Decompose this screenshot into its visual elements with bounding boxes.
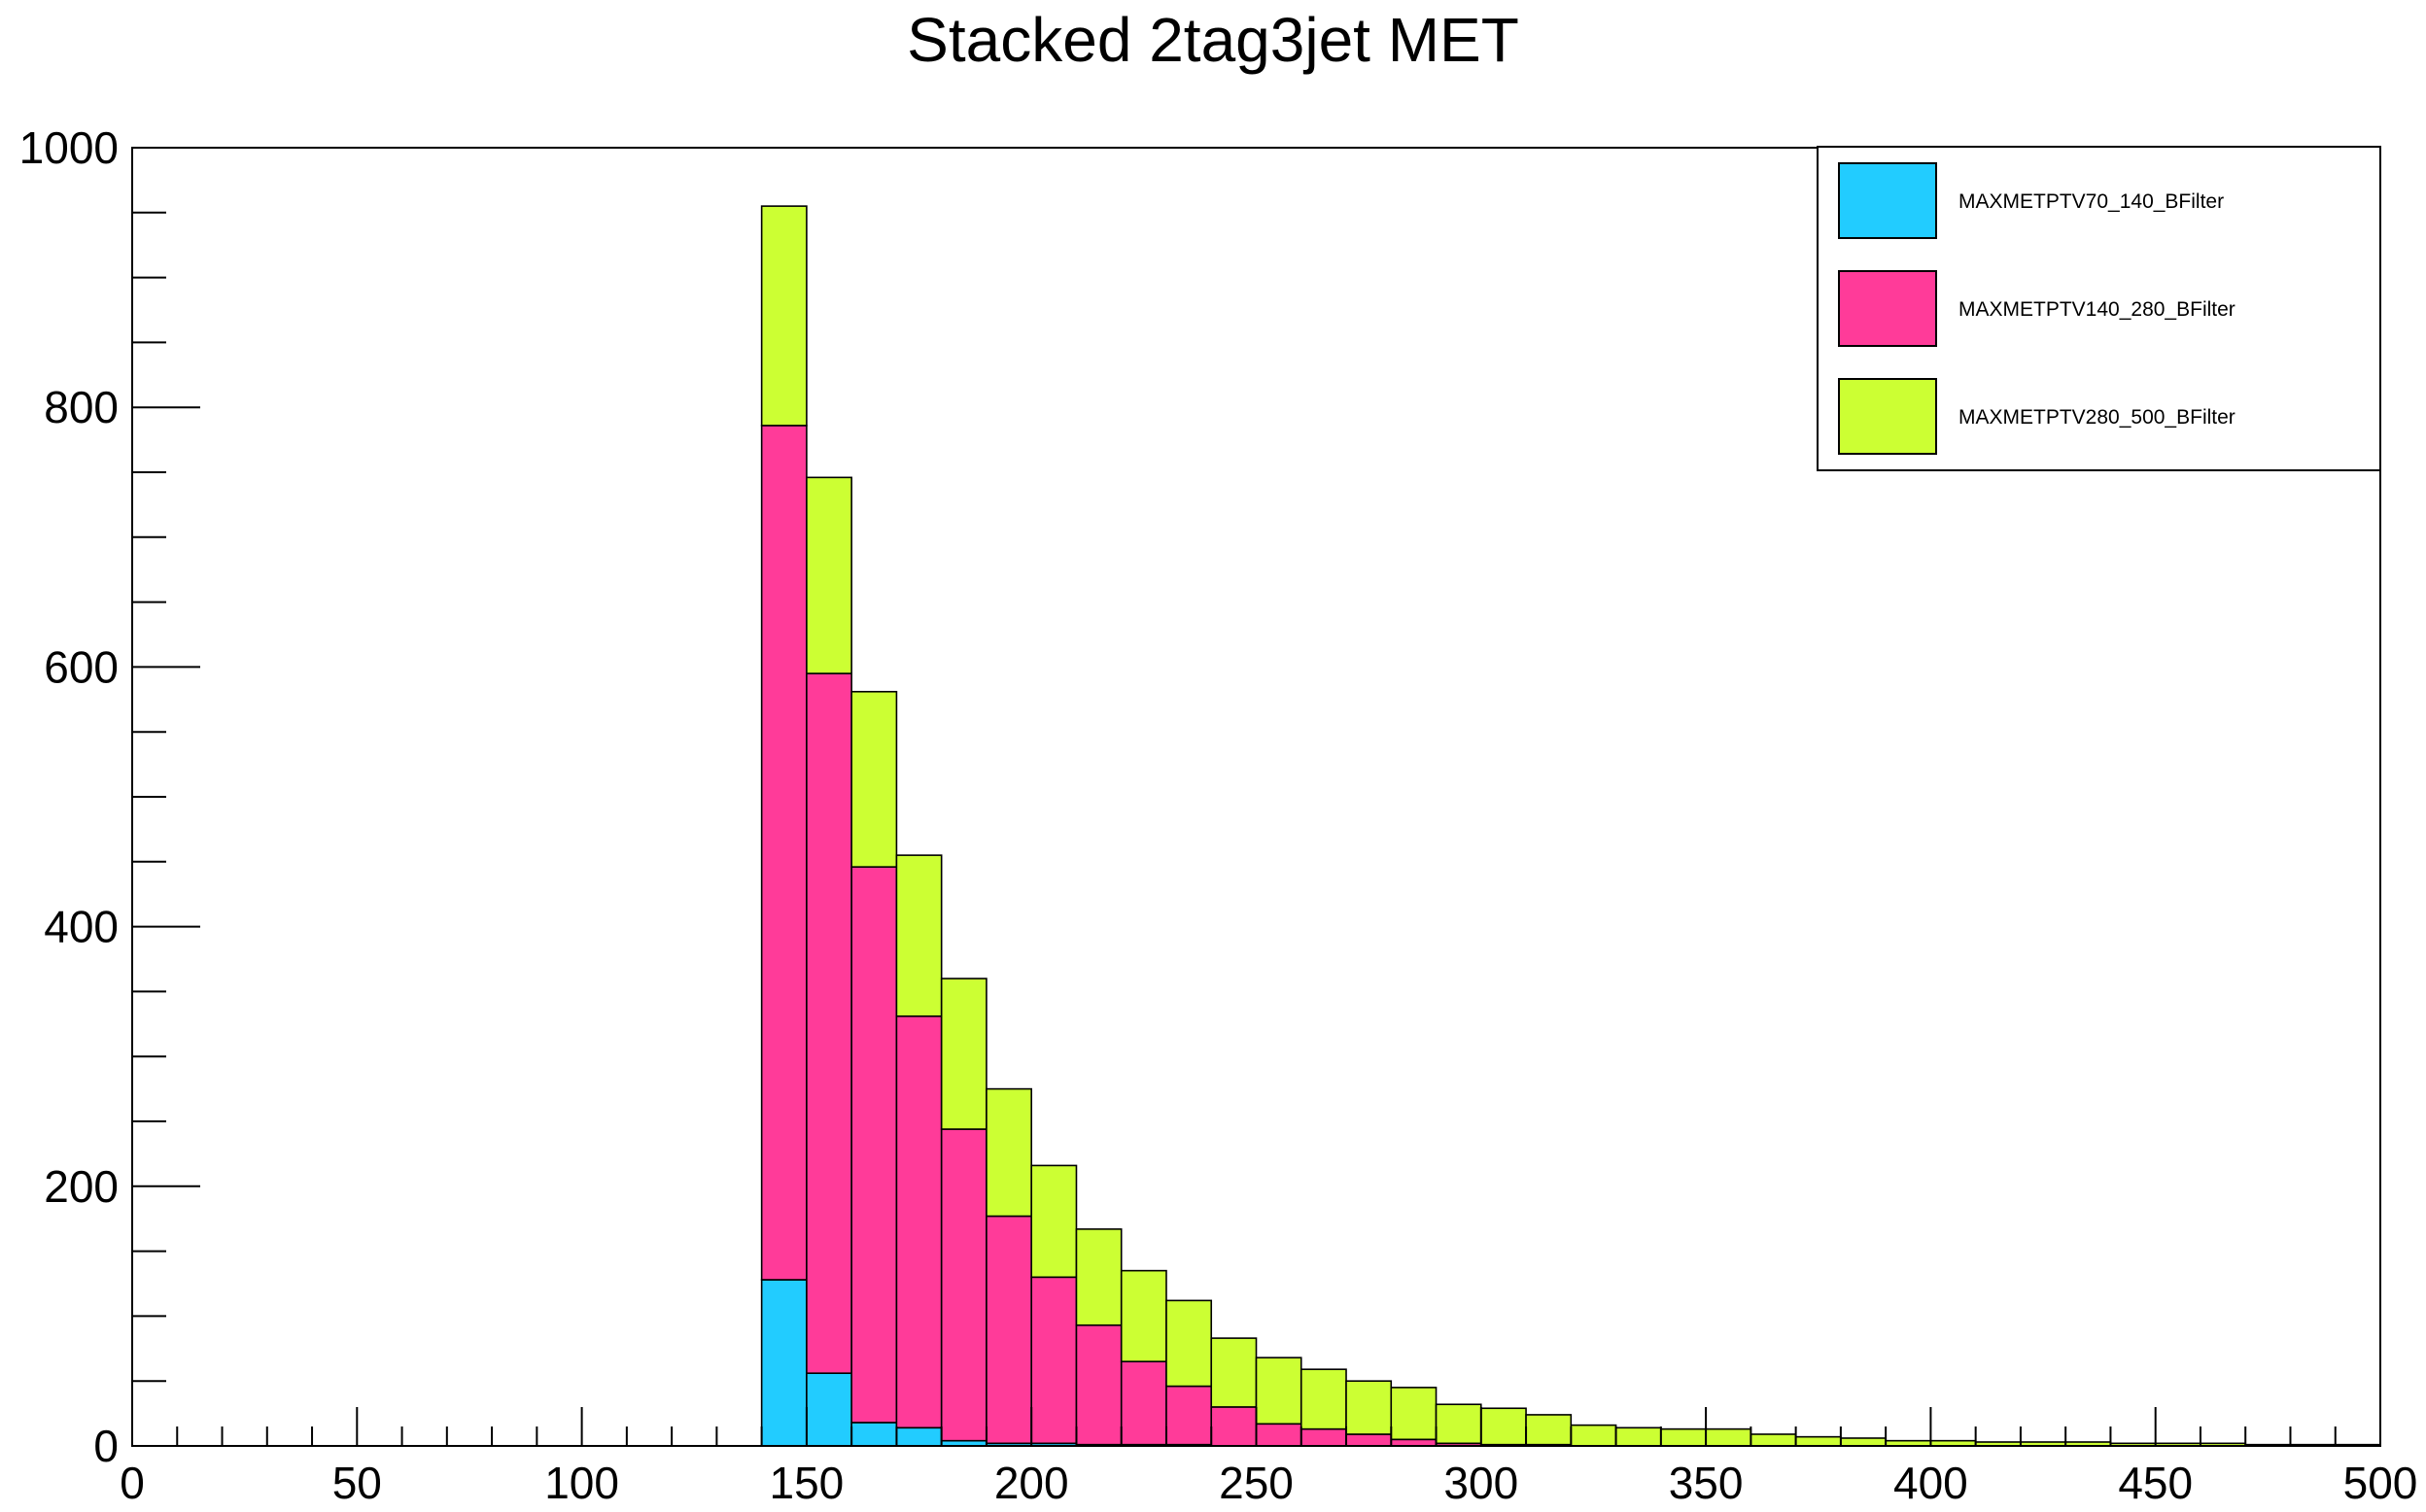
bar-MAXMETPTV140_280_BFilter-280 [1390, 1438, 1438, 1447]
bar-MAXMETPTV280_500_BFilter-220 [1120, 1269, 1167, 1362]
bar-MAXMETPTV280_500_BFilter-240 [1210, 1337, 1258, 1408]
bar-MAXMETPTV280_500_BFilter-310 [1525, 1414, 1573, 1446]
chart-title: Stacked 2tag3jet MET [907, 5, 1519, 75]
y-tick-label-400: 400 [44, 902, 119, 952]
x-tick-label-400: 400 [1893, 1458, 1968, 1508]
bar-MAXMETPTV280_500_BFilter-330 [1614, 1426, 1662, 1447]
x-tick-label-50: 50 [332, 1458, 382, 1508]
bar-MAXMETPTV70_140_BFilter-150 [806, 1372, 852, 1447]
bar-MAXMETPTV280_500_BFilter-350 [1705, 1427, 1752, 1447]
bar-MAXMETPTV140_280_BFilter-200 [1030, 1276, 1078, 1445]
x-tick-label-450: 450 [2118, 1458, 2193, 1508]
bar-MAXMETPTV140_280_BFilter-170 [895, 1014, 943, 1429]
bar-MAXMETPTV280_500_BFilter-370 [1794, 1435, 1842, 1447]
bar-MAXMETPTV280_500_BFilter-290 [1435, 1403, 1482, 1445]
y-tick-label-200: 200 [44, 1161, 119, 1212]
bar-MAXMETPTV140_280_BFilter-150 [806, 672, 852, 1374]
y-tick-label-1000: 1000 [19, 122, 119, 173]
bar-MAXMETPTV140_280_BFilter-160 [850, 866, 898, 1424]
bar-MAXMETPTV140_280_BFilter-260 [1300, 1427, 1347, 1447]
legend-label-MAXMETPTV280_500_BFilter: MAXMETPTV280_500_BFilter [1958, 406, 2235, 429]
bar-MAXMETPTV140_280_BFilter-180 [940, 1128, 988, 1442]
legend-swatch-MAXMETPTV70_140_BFilter [1838, 162, 1937, 239]
bar-MAXMETPTV280_500_BFilter-230 [1165, 1299, 1213, 1388]
x-tick-label-0: 0 [120, 1458, 145, 1508]
bar-MAXMETPTV280_500_BFilter-160 [850, 690, 898, 868]
bar-MAXMETPTV280_500_BFilter-280 [1390, 1387, 1438, 1441]
bar-MAXMETPTV280_500_BFilter-150 [806, 476, 852, 674]
axes-layer: 0 200 400 600 800 1000 0 50 100 150 200 250 300 350 40… [19, 122, 2418, 1508]
x-tick-label-250: 250 [1219, 1458, 1294, 1508]
bar-MAXMETPTV140_280_BFilter-270 [1345, 1433, 1393, 1447]
bar-MAXMETPTV140_280_BFilter-210 [1075, 1323, 1123, 1446]
y-tick-label-0: 0 [93, 1421, 119, 1471]
bar-MAXMETPTV280_500_BFilter-140 [760, 205, 808, 427]
bar-MAXMETPTV280_500_BFilter-270 [1345, 1380, 1393, 1435]
bar-MAXMETPTV280_500_BFilter-200 [1030, 1164, 1078, 1279]
legend-label-MAXMETPTV140_280_BFilter: MAXMETPTV140_280_BFilter [1958, 298, 2235, 321]
x-tick-label-300: 300 [1443, 1458, 1518, 1508]
bar-MAXMETPTV140_280_BFilter-250 [1255, 1423, 1302, 1447]
bar-MAXMETPTV280_500_BFilter-340 [1660, 1427, 1707, 1447]
bar-MAXMETPTV280_500_BFilter-320 [1570, 1424, 1617, 1447]
y-tick-label-600: 600 [44, 641, 119, 692]
x-tick-label-200: 200 [994, 1458, 1069, 1508]
bar-MAXMETPTV140_280_BFilter-140 [760, 425, 808, 1281]
bars-layer [760, 205, 2381, 1447]
x-tick-label-350: 350 [1669, 1458, 1744, 1508]
legend-swatch-MAXMETPTV280_500_BFilter [1838, 378, 1937, 455]
bar-MAXMETPTV280_500_BFilter-170 [895, 854, 943, 1017]
bar-MAXMETPTV280_500_BFilter-180 [940, 978, 988, 1130]
x-tick-label-100: 100 [544, 1458, 619, 1508]
bar-MAXMETPTV280_500_BFilter-380 [1840, 1437, 1887, 1447]
bar-MAXMETPTV280_500_BFilter-210 [1075, 1228, 1123, 1326]
bar-MAXMETPTV70_140_BFilter-170 [895, 1426, 943, 1447]
bar-MAXMETPTV280_500_BFilter-300 [1480, 1407, 1527, 1446]
legend-label-MAXMETPTV70_140_BFilter: MAXMETPTV70_140_BFilter [1958, 190, 2224, 213]
bar-MAXMETPTV70_140_BFilter-160 [850, 1422, 898, 1447]
y-tick-label-800: 800 [44, 382, 119, 432]
legend-swatch-MAXMETPTV140_280_BFilter [1838, 270, 1937, 347]
bar-MAXMETPTV140_280_BFilter-230 [1165, 1385, 1213, 1446]
bar-MAXMETPTV70_140_BFilter-140 [760, 1279, 808, 1447]
x-tick-label-150: 150 [770, 1458, 845, 1508]
bar-MAXMETPTV280_500_BFilter-360 [1750, 1433, 1797, 1447]
bar-MAXMETPTV280_500_BFilter-250 [1255, 1357, 1302, 1426]
bar-MAXMETPTV140_280_BFilter-190 [986, 1215, 1033, 1445]
bar-MAXMETPTV280_500_BFilter-260 [1300, 1368, 1347, 1430]
bar-MAXMETPTV280_500_BFilter-190 [986, 1087, 1033, 1218]
x-tick-label-500: 500 [2343, 1458, 2418, 1508]
legend: MAXMETPTV70_140_BFilter MAXMETPTV140_280_… [1817, 146, 2381, 471]
bar-MAXMETPTV140_280_BFilter-220 [1120, 1360, 1167, 1446]
bar-MAXMETPTV140_280_BFilter-240 [1210, 1406, 1258, 1447]
